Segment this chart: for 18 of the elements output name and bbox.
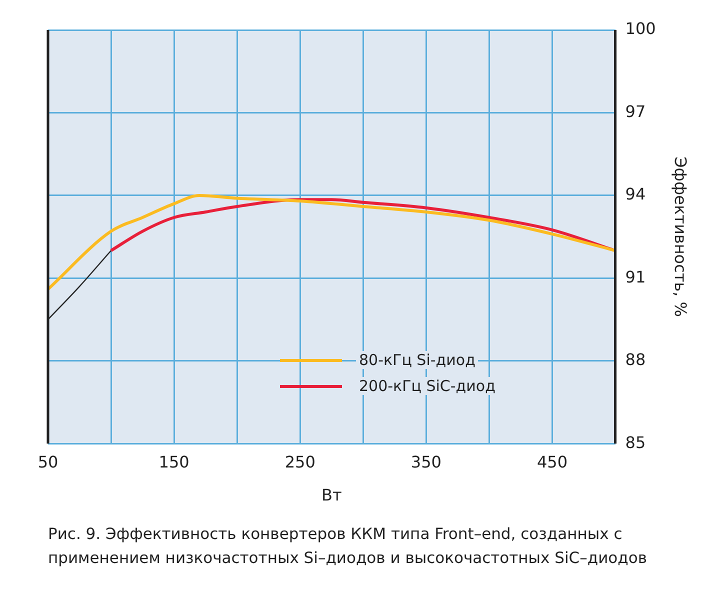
y-tick-label: 94 — [625, 184, 646, 204]
legend-label: 200-кГц SiC-диод — [356, 377, 498, 395]
text: Рис. 9. Эффективность конвертеров ККМ типа Front–end, созданных с применением низкочастотных Si–диодов и высокочастотных SiC–диодов — [48, 524, 648, 569]
y-tick-label: 97 — [625, 102, 646, 121]
x-tick-label: 450 — [536, 452, 568, 472]
legend-label: 80-кГц Si-диод — [356, 351, 478, 369]
y-tick-label: 91 — [625, 267, 646, 286]
x-axis-title: Вт — [321, 486, 342, 505]
y-tick-label: 85 — [625, 432, 646, 452]
line-series — [110, 198, 616, 252]
x-tick-label: 50 — [38, 452, 58, 472]
y-tick-label: 100 — [625, 19, 656, 38]
line-series — [48, 194, 616, 291]
y-axis-title: Эффективность, % — [671, 156, 690, 317]
x-tick-label: 150 — [158, 452, 190, 472]
x-tick-label: 250 — [284, 452, 316, 472]
y-tick-label: 88 — [625, 350, 646, 370]
x-tick-label: 350 — [410, 452, 442, 472]
